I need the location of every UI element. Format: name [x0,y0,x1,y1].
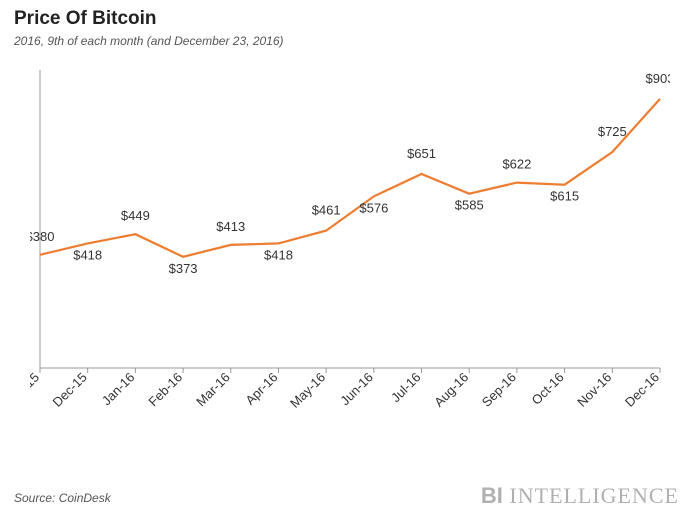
data-label: $418 [264,247,293,262]
x-axis-label: Nov-15 [30,370,42,410]
x-axis-label: Dec-16 [622,370,662,410]
brand-watermark: BI INTELLIGENCE [481,483,679,509]
chart-container: { "title": "Price Of Bitcoin", "title_fo… [0,0,697,517]
data-label: $373 [169,261,198,276]
chart-subtitle: 2016, 9th of each month (and December 23… [14,34,284,48]
brand-suffix: INTELLIGENCE [503,483,679,508]
chart-title: Price Of Bitcoin [14,8,157,30]
x-axis-label: Jul-16 [388,370,424,406]
x-axis-label: Nov-16 [574,370,614,410]
x-axis-label: Oct-16 [529,370,567,408]
data-label: $903 [646,71,670,86]
x-axis-label: Aug-16 [431,370,471,410]
brand-prefix: BI [481,483,503,508]
data-label: $585 [455,198,484,213]
data-label: $449 [121,208,150,223]
data-label: $418 [73,247,102,262]
data-label: $461 [312,203,341,218]
line-chart: $380 $418 $449 $373 $413 $418 $461 $576 $651 $585… [30,58,670,438]
x-axis-label: Apr-16 [242,370,280,408]
data-label: $380 [30,229,54,244]
data-label: $413 [216,219,245,234]
x-axis-label: Mar-16 [193,370,233,410]
data-label: $615 [550,189,579,204]
x-axis-label: Jun-16 [337,370,376,409]
data-label: $576 [359,200,388,215]
x-axis-label: May-16 [287,370,328,411]
x-axis-label: Sep-16 [479,370,519,410]
x-axis-label: Dec-15 [50,370,90,410]
x-axis-label: Jan-16 [99,370,138,409]
x-axis-label: Feb-16 [145,370,185,410]
data-label: $725 [598,124,627,139]
data-label: $651 [407,146,436,161]
source-label: Source: CoinDesk [14,491,111,505]
data-label: $622 [502,157,531,172]
